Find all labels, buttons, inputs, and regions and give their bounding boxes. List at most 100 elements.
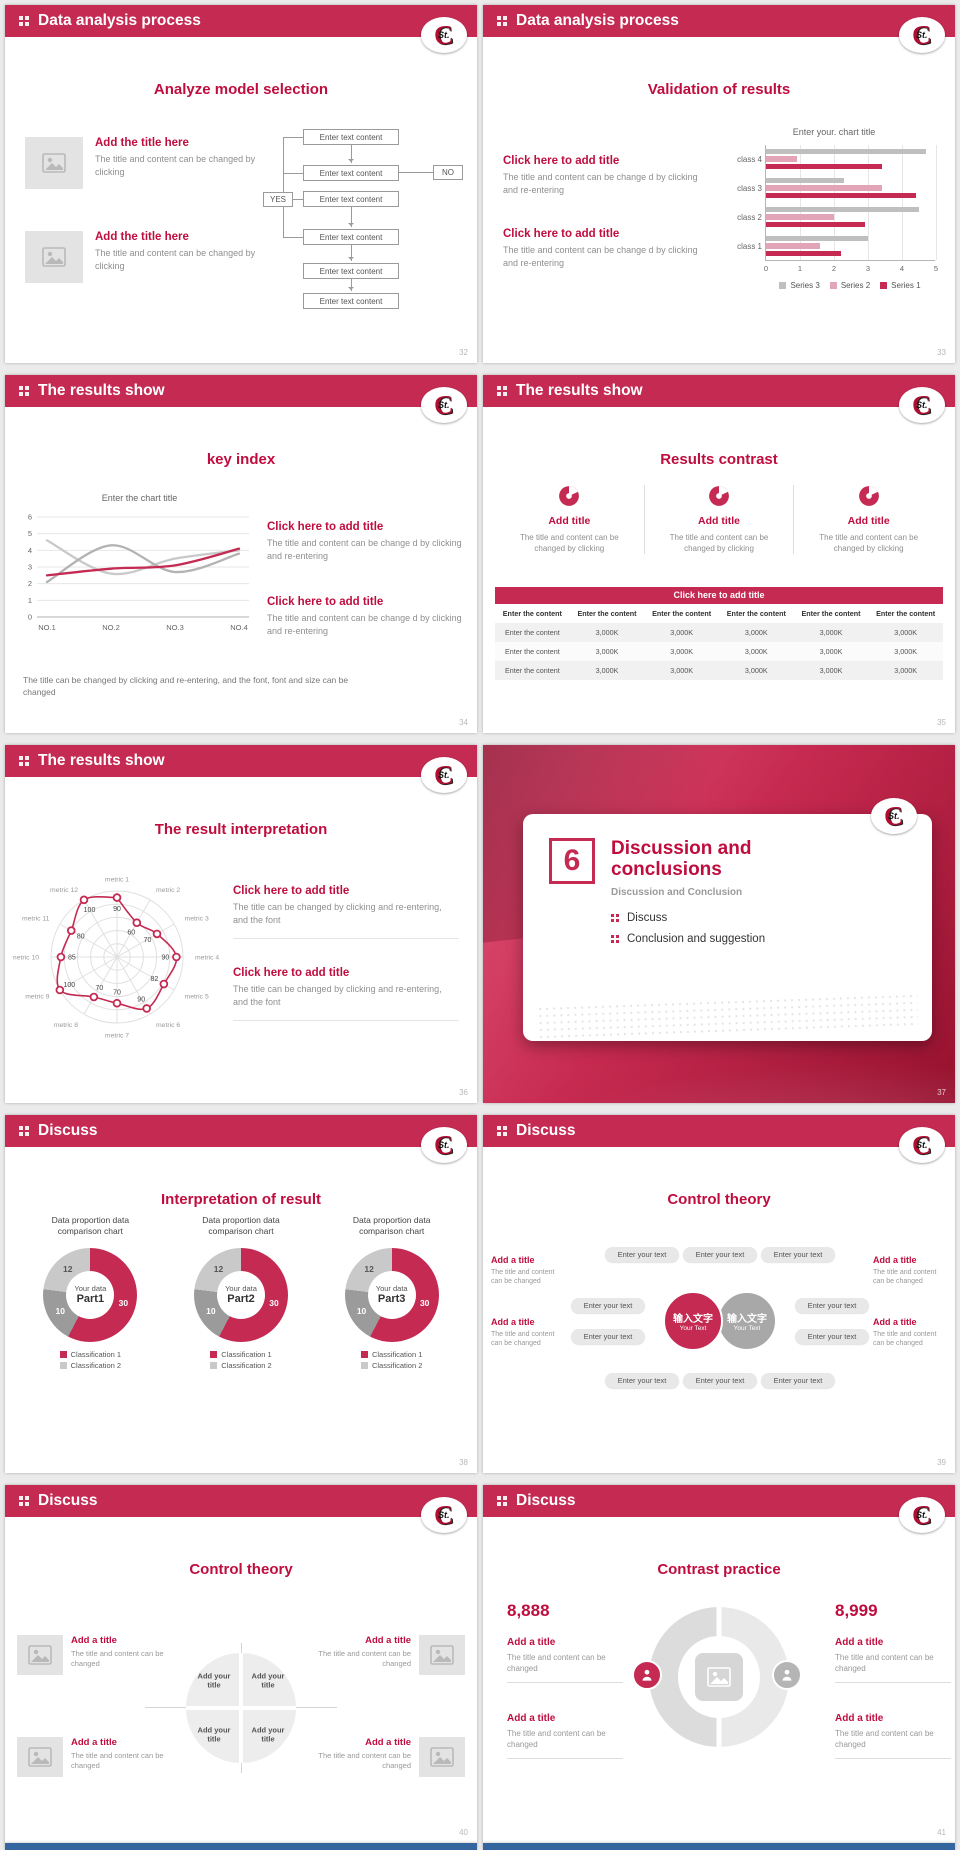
feature-title: Add title [847, 515, 890, 527]
corner-block: Add a title The title and content can be… [17, 1737, 173, 1777]
text-pill[interactable]: Enter your text [683, 1247, 757, 1262]
page-number: 33 [937, 348, 946, 357]
section-number: 6 [549, 838, 595, 884]
text-pill[interactable]: Enter your text [683, 1373, 757, 1388]
legend-label: Classification 2 [371, 1360, 423, 1370]
slide-header-bar: Discuss [5, 1485, 477, 1517]
slide-34[interactable]: The results show C St. key index Enter t… [5, 375, 477, 733]
flow-box[interactable]: Enter text content [303, 165, 399, 181]
block-body: The title and content can be changed [835, 1653, 934, 1674]
text-pill[interactable]: Enter your text [571, 1298, 645, 1313]
slide-33[interactable]: Data analysis process C St. Validation o… [483, 5, 955, 363]
image-placeholder[interactable] [17, 1737, 63, 1777]
legend-label: Classification 1 [70, 1349, 122, 1359]
block-body: The title and content can be changed [507, 1729, 606, 1750]
next-row-slide-edge [5, 1843, 477, 1850]
text-pill[interactable]: Enter your text [761, 1247, 835, 1262]
text-pill[interactable]: Enter your text [571, 1329, 645, 1344]
text-pill[interactable]: Enter your text [795, 1329, 869, 1344]
image-placeholder[interactable] [419, 1737, 465, 1777]
legend-swatch [360, 1350, 368, 1358]
text-pill[interactable]: Enter your text [605, 1247, 679, 1262]
image-placeholder[interactable] [25, 137, 83, 189]
donut-center-top: Your data [225, 1284, 257, 1294]
header-dots-icon [19, 386, 29, 396]
text-pill[interactable]: Enter your text [761, 1373, 835, 1388]
picture-icon [42, 153, 66, 173]
flow-box[interactable]: Enter text content [303, 191, 399, 207]
svg-text:100: 100 [84, 907, 96, 914]
slide-35[interactable]: The results show C St. Results contrast … [483, 375, 955, 733]
slide-40[interactable]: Discuss C St. Control theory Add your ti… [5, 1485, 477, 1843]
svg-text:82: 82 [150, 976, 158, 983]
dotted-wave-decoration [536, 992, 919, 1042]
bullet-label: Conclusion and suggestion [627, 932, 766, 945]
image-placeholder[interactable] [695, 1653, 743, 1701]
page-number: 36 [459, 1088, 468, 1097]
legend-item: Series 1 [880, 281, 921, 290]
university-logo-icon: C St. [899, 1127, 945, 1163]
block-title: Add a title [507, 1713, 556, 1724]
table-row: Enter the content 3,000K 3,000K 3,000K 3,000… [495, 642, 943, 661]
list-item: Click here to add title The title can be… [233, 885, 459, 940]
feature-title: Add title [698, 515, 740, 527]
item-body: The title and content can be change d by… [503, 245, 698, 268]
svg-text:metric 10: metric 10 [13, 955, 39, 962]
picture-icon [28, 1645, 52, 1665]
slide-header-bar: Discuss [483, 1115, 955, 1147]
flow-box[interactable]: Enter text content [303, 263, 399, 279]
svg-text:85: 85 [68, 955, 76, 962]
svg-text:90: 90 [113, 906, 121, 913]
header-dots-icon [19, 756, 29, 766]
block-body: The title and content can be changed [873, 1269, 937, 1286]
table-column-header: Enter the content [577, 609, 637, 618]
side-block: Add a title The title and content can be… [873, 1255, 949, 1287]
slide-39[interactable]: Discuss C St. Control theory Enter your … [483, 1115, 955, 1473]
legend-label: Series 1 [891, 281, 921, 290]
slide-38[interactable]: Discuss C St. Interpretation of result D… [5, 1115, 477, 1473]
gridline [834, 145, 835, 260]
bar-series-1 [766, 250, 841, 256]
flow-connector [351, 245, 352, 261]
flow-box[interactable]: Enter text content [303, 293, 399, 309]
bar-chart-plot: 0 1 2 3 4 5 class 4 class 3 class 2 class 1 [737, 145, 938, 273]
picture-icon [28, 1747, 52, 1767]
university-logo-icon: C St. [899, 387, 945, 423]
legend-label: Classification 1 [221, 1349, 272, 1359]
svg-text:metric 11: metric 11 [22, 916, 50, 923]
picture-icon [430, 1747, 454, 1767]
donut-columns: Data proportion data comparison chart 30… [15, 1215, 467, 1370]
slide-header-title: The results show [516, 382, 643, 399]
feature-column: Add title The title and content can be c… [643, 485, 794, 555]
text-pill[interactable]: Enter your text [795, 1298, 869, 1313]
slide-header-title: The results show [38, 382, 165, 399]
image-placeholder[interactable] [419, 1635, 465, 1675]
arrow-down-icon [348, 159, 354, 165]
slide-header-bar: The results show [483, 375, 955, 407]
slide-41[interactable]: Discuss C St. Contrast practice 8,888 8,… [483, 1485, 955, 1843]
list-item: Add the title here The title and content… [25, 231, 263, 283]
flow-box[interactable]: Enter text content [303, 129, 399, 145]
svg-text:60: 60 [127, 930, 135, 937]
flow-box[interactable]: Enter text content [303, 229, 399, 245]
table-column-header: Enter the content [502, 609, 562, 618]
slide-36[interactable]: The results show C St. The result interp… [5, 745, 477, 1103]
text-pill[interactable]: Enter your text [605, 1373, 679, 1388]
donut-value-label: 30 [118, 1298, 129, 1309]
image-placeholder[interactable] [17, 1635, 63, 1675]
quadrant-circle [186, 1653, 296, 1763]
slide-32[interactable]: Data analysis process C St. Analyze mode… [5, 5, 477, 363]
svg-text:metric 2: metric 2 [156, 887, 180, 894]
table-column-header: Enter the content [726, 609, 786, 618]
donut-value-label: 30 [419, 1298, 430, 1309]
block-title: Add a title [365, 1737, 411, 1748]
logo-subtext: St. [438, 400, 450, 410]
logo-subtext: St. [916, 400, 928, 410]
table-column-header: Enter the content [801, 609, 861, 618]
donut-center-bottom: Part1 [76, 1293, 105, 1306]
page-number: 37 [937, 1088, 946, 1097]
legend-item: Classification 2 [210, 1361, 272, 1370]
image-placeholder[interactable] [25, 231, 83, 283]
item-body: The title and content can be change d by… [503, 172, 698, 195]
slide-37-section-divider[interactable]: 6 Discussion and conclusions Discussion … [483, 745, 955, 1103]
